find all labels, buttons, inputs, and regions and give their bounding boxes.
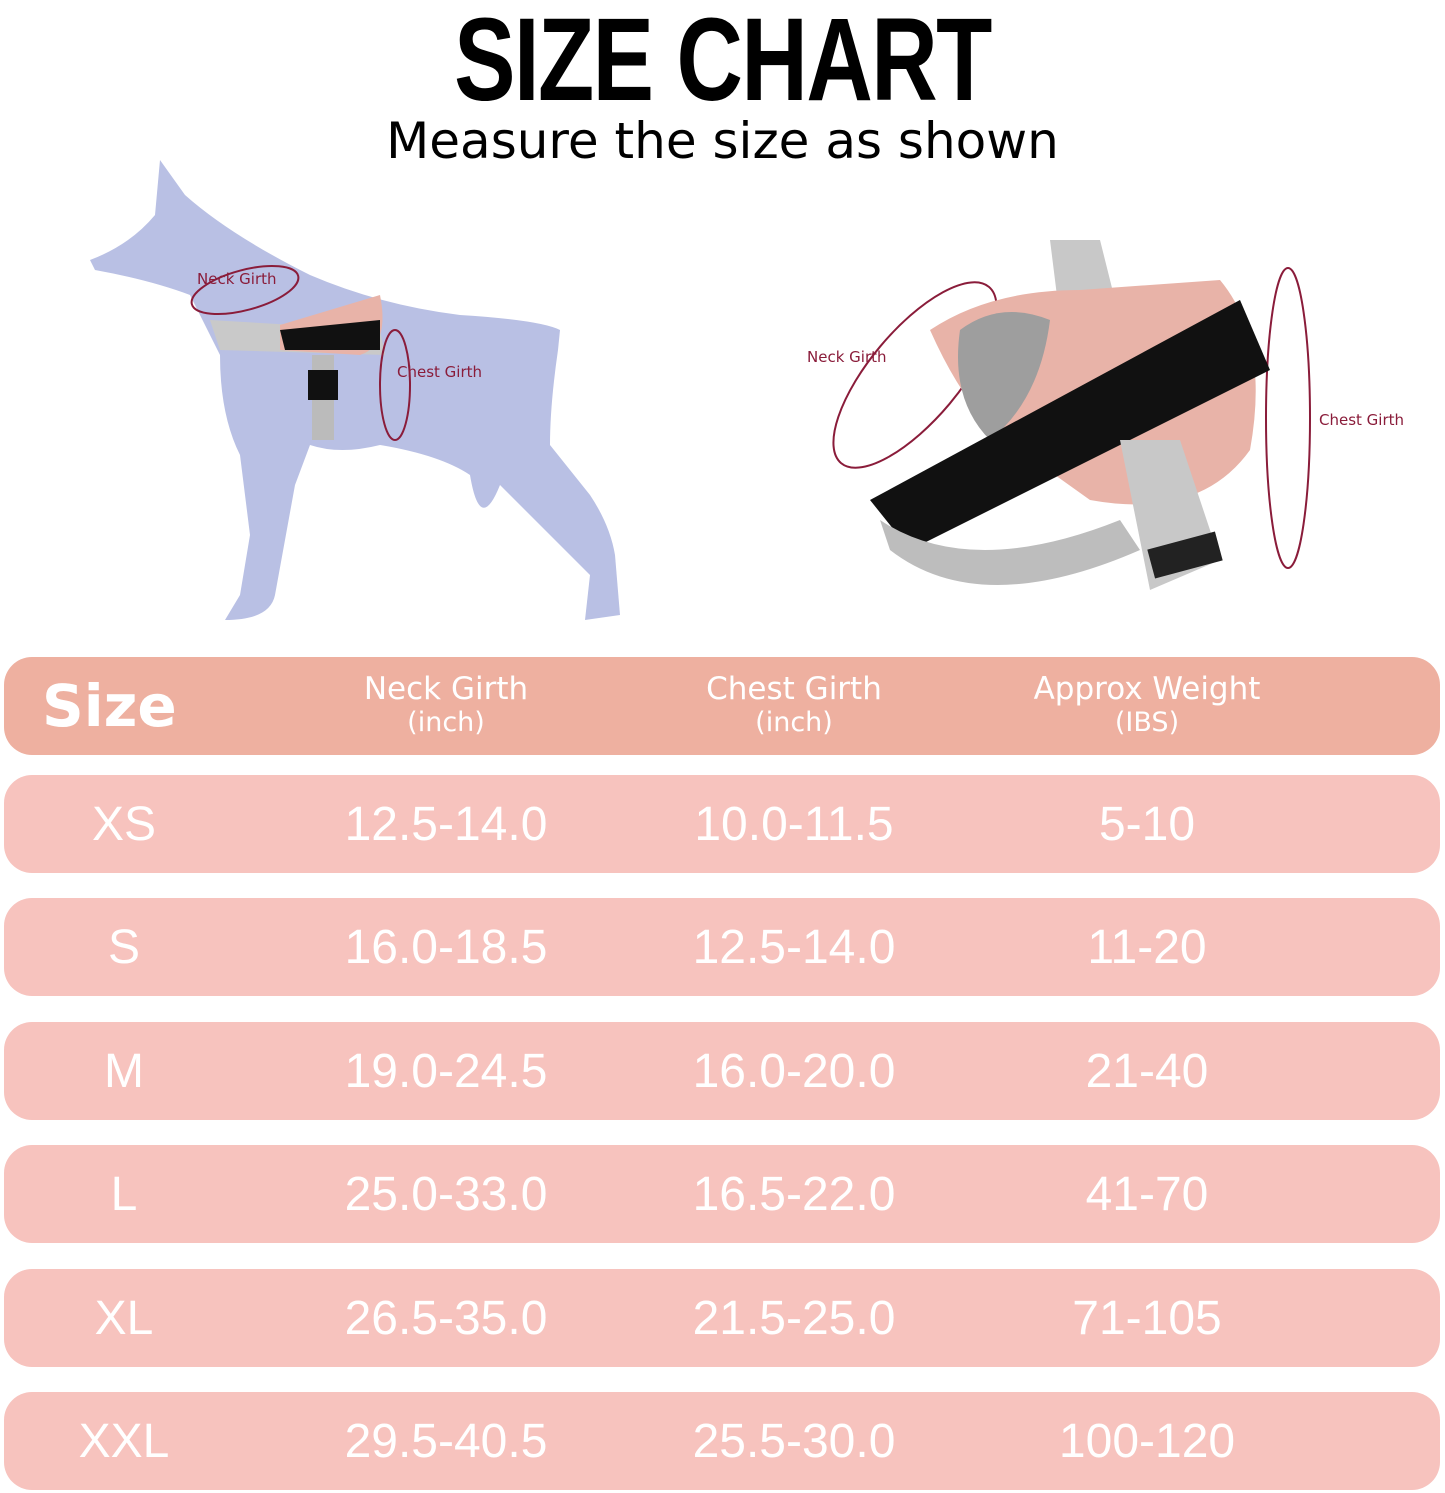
header-unit: (inch) <box>755 707 833 738</box>
cell-approx-weight: 71-105 <box>1072 1291 1222 1345</box>
header-neck-girth: Neck Girth (inch) <box>296 657 596 755</box>
cell-neck-girth: 25.0-33.0 <box>344 1167 548 1221</box>
cell-chest-girth: 10.0-11.5 <box>694 797 894 851</box>
harness-mesh <box>958 312 1050 440</box>
cell-size: XL <box>94 1291 154 1345</box>
header-label: Chest Girth <box>706 671 882 707</box>
table-row: XL 26.5-35.0 21.5-25.0 71-105 <box>4 1269 1440 1367</box>
harness-velcro <box>280 320 380 350</box>
cell-chest-girth: 16.0-20.0 <box>692 1044 896 1098</box>
harness-buckle <box>308 370 338 400</box>
cell-size: XXL <box>78 1414 170 1468</box>
cell-chest-girth: 25.5-30.0 <box>692 1414 896 1468</box>
harness-chest-girth-label: Chest Girth <box>1319 411 1405 429</box>
cell-chest-girth: 12.5-14.0 <box>692 920 896 974</box>
cell-size: L <box>110 1167 138 1221</box>
table-header: Size Neck Girth (inch) Chest Girth (inch) … <box>4 657 1440 755</box>
cell-approx-weight: 21-40 <box>1085 1044 1209 1098</box>
cell-neck-girth: 12.5-14.0 <box>344 797 548 851</box>
harness-neck-girth-measure <box>832 281 998 469</box>
header-unit: (inch) <box>407 707 485 738</box>
page-title: SIZE CHART <box>454 0 992 126</box>
cell-neck-girth: 16.0-18.5 <box>344 920 548 974</box>
harness-chest-girth-measure <box>1265 267 1311 569</box>
harness-neck-girth-label: Neck Girth <box>807 348 887 366</box>
header-label: Neck Girth <box>363 671 529 707</box>
harness-velcro-strap <box>870 300 1270 550</box>
neck-girth-measure <box>190 265 300 315</box>
cell-neck-girth: 29.5-40.5 <box>344 1414 548 1468</box>
cell-approx-weight: 11-20 <box>1087 920 1207 974</box>
harness-buckle <box>1147 531 1223 579</box>
cell-approx-weight: 41-70 <box>1085 1167 1209 1221</box>
page-subtitle: Measure the size as shown <box>386 112 1059 170</box>
harness-neck-strap <box>880 520 1140 585</box>
cell-approx-weight: 5-10 <box>1098 797 1196 851</box>
harness-illustration <box>832 240 1311 590</box>
cell-approx-weight: 100-120 <box>1058 1414 1236 1468</box>
chest-girth-measure <box>379 329 411 441</box>
dog-illustration <box>90 160 620 620</box>
cell-chest-girth: 21.5-25.0 <box>692 1291 896 1345</box>
header-approx-weight: Approx Weight (IBS) <box>997 657 1297 755</box>
cell-neck-girth: 26.5-35.0 <box>344 1291 548 1345</box>
cell-size: XS <box>91 797 157 851</box>
table-row: M 19.0-24.5 16.0-20.0 21-40 <box>4 1022 1440 1120</box>
table-row: L 25.0-33.0 16.5-22.0 41-70 <box>4 1145 1440 1243</box>
header-unit: (IBS) <box>1114 707 1180 738</box>
header-size: Size <box>42 672 177 740</box>
cell-chest-girth: 16.5-22.0 <box>692 1167 896 1221</box>
header-chest-girth: Chest Girth (inch) <box>644 657 944 755</box>
dog-neck-girth-label: Neck Girth <box>197 270 277 288</box>
dog-chest-girth-label: Chest Girth <box>397 363 483 381</box>
cell-neck-girth: 19.0-24.5 <box>344 1044 548 1098</box>
table-row: XS 12.5-14.0 10.0-11.5 5-10 <box>4 775 1440 873</box>
table-row: XXL 29.5-40.5 25.5-30.0 100-120 <box>4 1392 1440 1490</box>
dog-silhouette <box>90 160 620 620</box>
table-row: S 16.0-18.5 12.5-14.0 11-20 <box>4 898 1440 996</box>
header-label: Approx Weight <box>1033 671 1261 707</box>
cell-size: M <box>104 1044 144 1098</box>
cell-size: S <box>107 920 140 974</box>
